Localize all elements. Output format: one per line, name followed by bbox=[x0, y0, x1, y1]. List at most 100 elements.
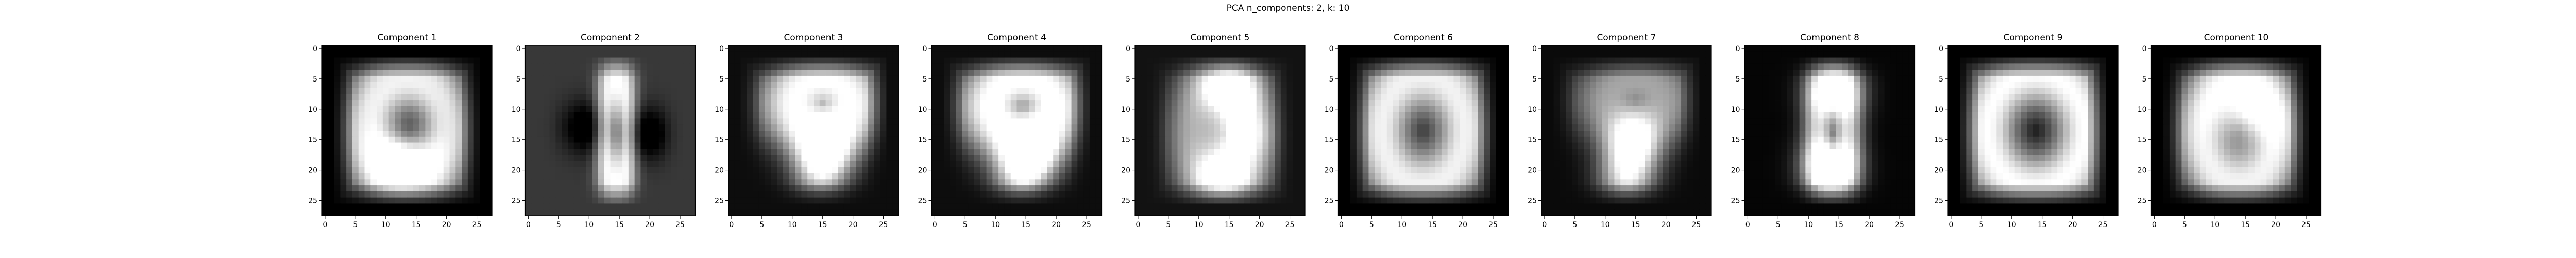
pixel-cell bbox=[1405, 94, 1412, 101]
pixel-cell bbox=[1362, 160, 1369, 168]
pixel-cell bbox=[843, 51, 851, 58]
pixel-cell bbox=[1023, 203, 1029, 210]
pixel-cell bbox=[1010, 118, 1017, 125]
pixel-cell bbox=[765, 191, 771, 198]
pixel-cell bbox=[1411, 82, 1418, 88]
pixel-cell bbox=[771, 106, 777, 113]
pixel-cell bbox=[665, 118, 671, 125]
pixel-cell bbox=[1460, 94, 1466, 101]
pixel-cell bbox=[1083, 131, 1090, 137]
pixel-cell bbox=[377, 100, 383, 107]
pixel-cell bbox=[1375, 155, 1381, 162]
pixel-cell bbox=[413, 167, 419, 173]
pixel-cell bbox=[334, 88, 341, 94]
pixel-cell bbox=[1286, 173, 1293, 180]
pixel-cell bbox=[1071, 185, 1078, 192]
pixel-cell bbox=[1293, 45, 1299, 52]
pixel-cell bbox=[1147, 149, 1154, 155]
pixel-cell bbox=[1344, 75, 1351, 83]
pixel-cell bbox=[1344, 94, 1351, 101]
pixel-cell bbox=[671, 197, 677, 204]
pixel-cell bbox=[843, 75, 851, 83]
pixel-cell bbox=[1375, 94, 1381, 101]
pixel-cell bbox=[437, 106, 444, 113]
pixel-cell bbox=[622, 160, 629, 168]
pixel-cell bbox=[1083, 142, 1090, 149]
pixel-cell bbox=[334, 209, 341, 216]
pixel-cell bbox=[892, 203, 899, 210]
pixel-cell bbox=[653, 185, 659, 192]
pixel-cell bbox=[1286, 88, 1293, 94]
pixel-cell bbox=[1338, 100, 1345, 107]
pixel-cell bbox=[956, 112, 962, 119]
pixel-cell bbox=[1447, 45, 1454, 52]
pixel-cell bbox=[728, 106, 735, 113]
pixel-cell bbox=[616, 203, 623, 210]
pixel-cell bbox=[616, 185, 623, 192]
pixel-cell bbox=[689, 197, 696, 204]
pixel-cell bbox=[1466, 94, 1472, 101]
pixel-cell bbox=[1441, 185, 1448, 192]
pixel-cell bbox=[1417, 203, 1423, 210]
pixel-cell bbox=[1201, 149, 1208, 155]
pixel-cell bbox=[616, 118, 623, 125]
pixel-cell bbox=[753, 112, 759, 119]
pixel-cell bbox=[598, 57, 605, 64]
pixel-cell bbox=[1029, 136, 1036, 143]
x-tick-label: 10 bbox=[788, 221, 797, 229]
pixel-cell bbox=[1399, 57, 1405, 64]
pixel-cell bbox=[562, 124, 568, 131]
pixel-cell bbox=[1059, 106, 1066, 113]
pixel-cell bbox=[728, 118, 735, 125]
pixel-cell bbox=[1065, 70, 1072, 76]
pixel-cell bbox=[407, 57, 414, 64]
pixel-cell bbox=[1232, 142, 1239, 149]
pixel-cell bbox=[622, 51, 629, 58]
pixel-cell bbox=[531, 191, 538, 198]
pixel-cell bbox=[531, 70, 538, 76]
pixel-cell bbox=[340, 82, 347, 88]
pixel-cell bbox=[968, 197, 975, 204]
pixel-cell bbox=[622, 179, 629, 186]
x-tick-label: 25 bbox=[472, 221, 482, 229]
pixel-cell bbox=[549, 82, 556, 88]
pixel-cell bbox=[1275, 136, 1281, 143]
pixel-cell bbox=[753, 118, 759, 125]
x-tick-label: 10 bbox=[1194, 221, 1204, 229]
pixel-cell bbox=[370, 142, 377, 149]
pixel-cell bbox=[340, 57, 347, 64]
pixel-cell bbox=[1244, 100, 1251, 107]
pixel-cell bbox=[1447, 118, 1454, 125]
pixel-cell bbox=[340, 131, 347, 137]
pixel-cell bbox=[1405, 124, 1412, 131]
pixel-cell bbox=[647, 82, 653, 88]
pixel-cell bbox=[1183, 75, 1190, 83]
pixel-cell bbox=[598, 118, 605, 125]
pixel-cell bbox=[1016, 191, 1023, 198]
pixel-cell bbox=[358, 155, 365, 162]
pixel-cell bbox=[334, 142, 341, 149]
pixel-cell bbox=[1502, 179, 1509, 186]
pixel-cell bbox=[1478, 112, 1484, 119]
pixel-cell bbox=[974, 149, 981, 155]
pixel-cell bbox=[480, 160, 486, 168]
pixel-cell bbox=[950, 131, 957, 137]
pixel-cell bbox=[653, 209, 659, 216]
pixel-cell bbox=[807, 51, 814, 58]
pixel-cell bbox=[1280, 167, 1287, 173]
pixel-cell bbox=[974, 88, 981, 94]
pixel-cell bbox=[431, 179, 438, 186]
pixel-cell bbox=[610, 131, 617, 137]
pixel-cell bbox=[1059, 209, 1066, 216]
pixel-cell bbox=[1171, 160, 1178, 168]
pixel-cell bbox=[1214, 209, 1221, 216]
pixel-cell bbox=[352, 142, 359, 149]
pixel-cell bbox=[1381, 51, 1387, 58]
pixel-cell bbox=[1250, 203, 1257, 210]
pixel-cell bbox=[549, 112, 556, 119]
pixel-cell bbox=[1171, 70, 1178, 76]
pixel-cell bbox=[962, 149, 969, 155]
pixel-cell bbox=[1471, 124, 1478, 131]
panel-title-1: Component 1 bbox=[378, 33, 437, 43]
pixel-cell bbox=[868, 160, 875, 168]
